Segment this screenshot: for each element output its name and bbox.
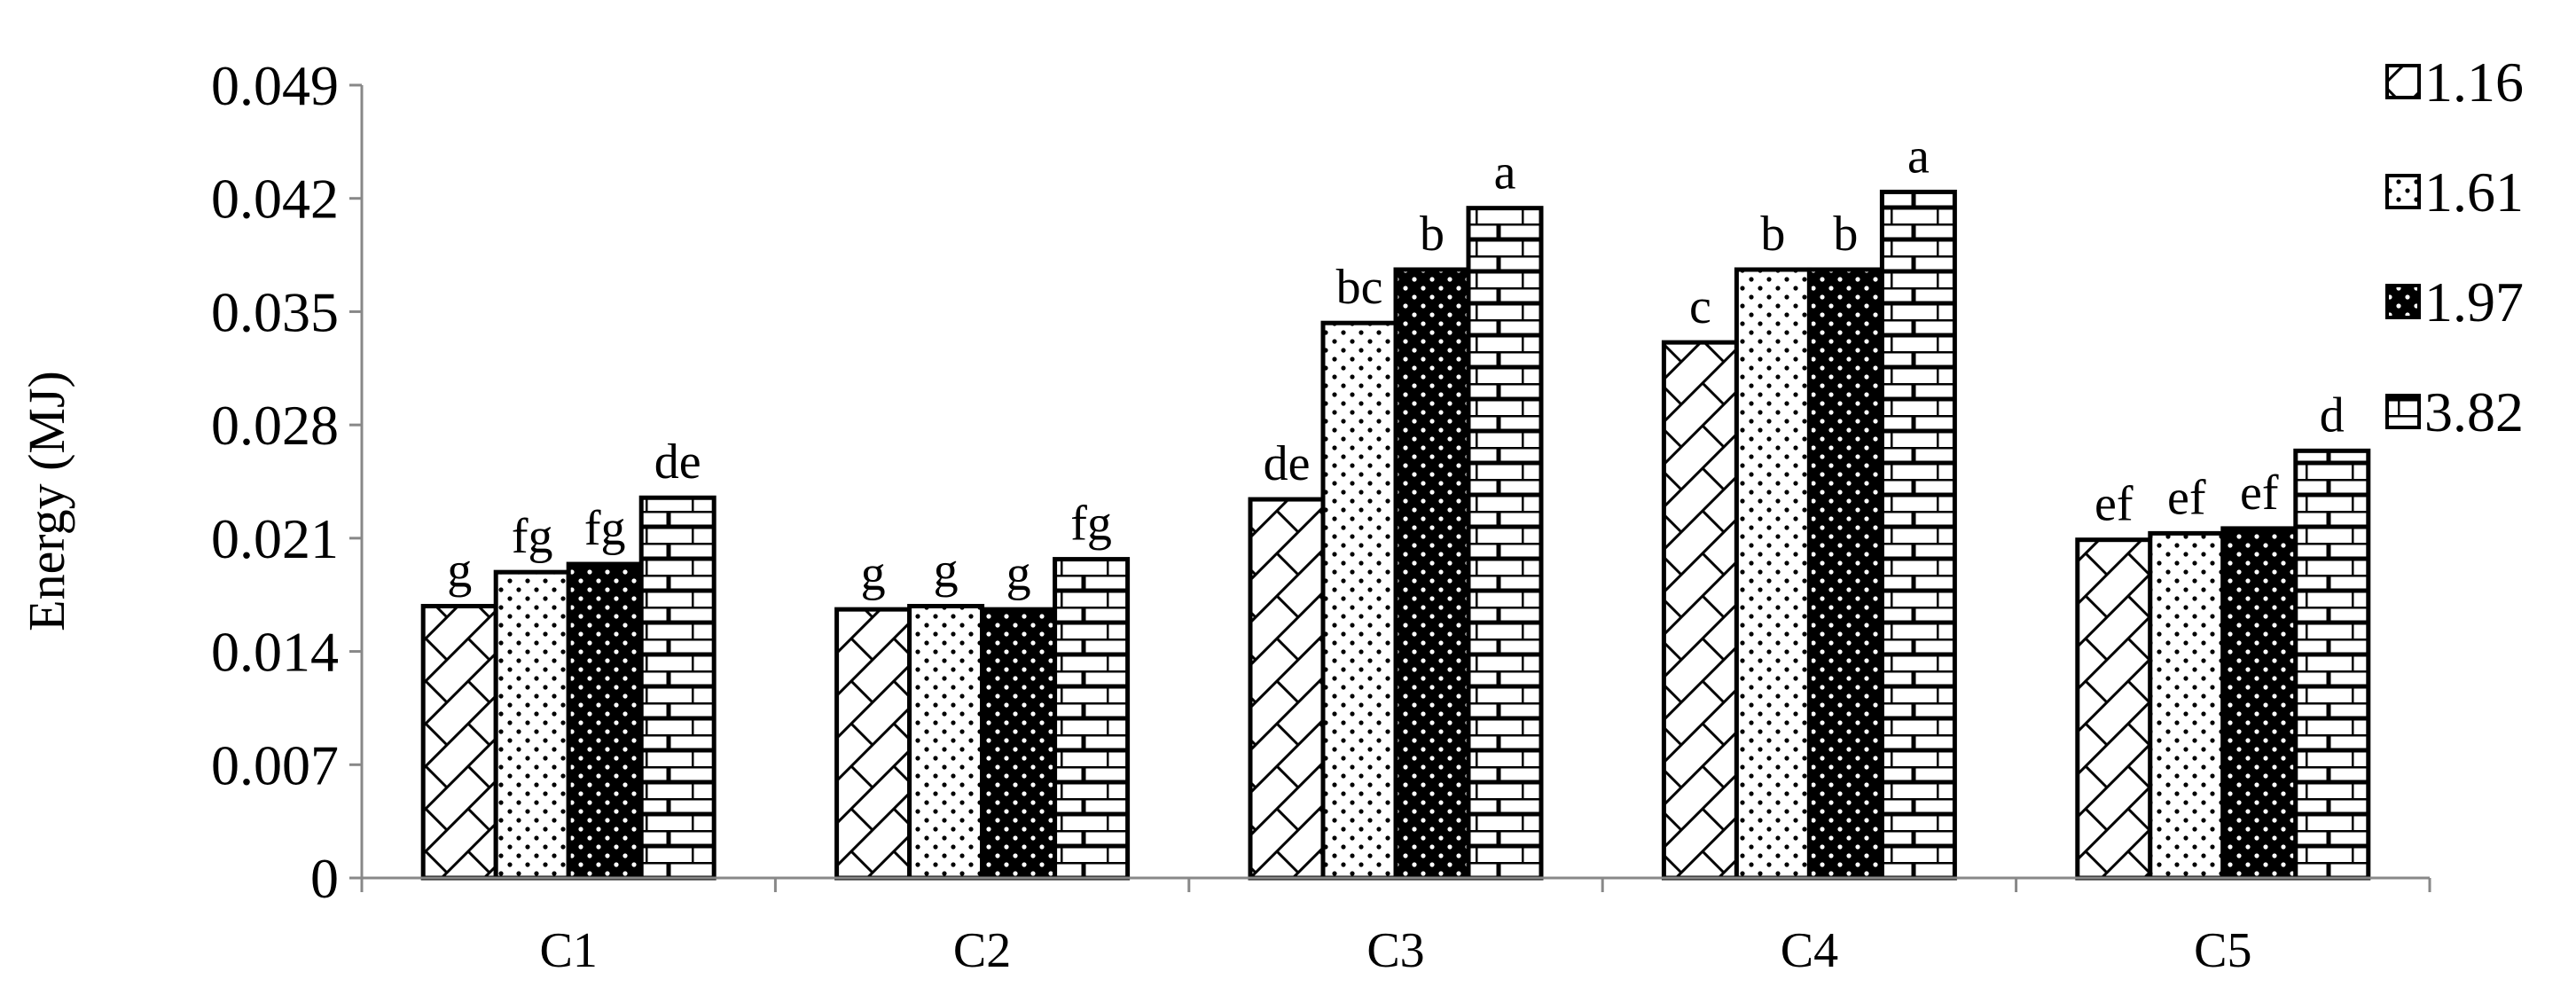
bar xyxy=(1806,267,1884,881)
bar-label: fg xyxy=(1070,497,1112,552)
bar-label: fg xyxy=(512,509,553,564)
y-tick-label: 0.028 xyxy=(211,394,339,457)
legend-swatch xyxy=(2385,284,2421,319)
bar xyxy=(980,607,1058,881)
bar xyxy=(2220,526,2298,881)
bar-label: fg xyxy=(584,501,626,556)
bar-label: ef xyxy=(2167,470,2206,525)
bar xyxy=(1734,267,1812,881)
x-category-label: C1 xyxy=(540,923,598,978)
bar-groups xyxy=(420,189,2371,881)
legend-swatch xyxy=(2385,394,2421,429)
bar-label: b xyxy=(1833,207,1858,262)
legend: 1.16 1.61 1.97 3.82 xyxy=(2385,51,2524,443)
bar-label: ef xyxy=(2240,466,2279,521)
x-category-label: C4 xyxy=(1781,923,1838,978)
bar xyxy=(1248,497,1326,881)
legend-label: 1.16 xyxy=(2424,51,2524,114)
bar xyxy=(1053,557,1131,881)
legend-label: 1.97 xyxy=(2424,270,2524,333)
y-tick-label: 0.014 xyxy=(211,621,339,684)
y-axis-title: Energy (MJ) xyxy=(18,371,75,631)
bar xyxy=(493,569,571,881)
y-tick-label: 0.049 xyxy=(211,54,339,117)
bar xyxy=(638,495,716,881)
bar-label: b xyxy=(1420,207,1445,262)
bar xyxy=(1879,189,1957,881)
bar-label: de xyxy=(654,435,701,490)
bar xyxy=(907,603,985,881)
bar xyxy=(1466,206,1544,881)
bar-label: g xyxy=(861,546,886,601)
y-tick-label: 0.035 xyxy=(211,280,339,343)
y-axis: 0 0.007 0.014 0.021 0.028 0.035 0.042 0.049 xyxy=(211,54,364,910)
bar-label: de xyxy=(1264,436,1311,491)
bar-label: g xyxy=(1006,546,1031,601)
y-tick-label: 0.042 xyxy=(211,168,339,231)
legend-swatch xyxy=(2385,64,2421,99)
bar xyxy=(2075,537,2153,881)
bar xyxy=(1320,320,1398,881)
y-tick-label: 0 xyxy=(310,847,339,910)
bar xyxy=(566,561,644,881)
legend-label: 1.61 xyxy=(2424,161,2524,223)
bar-label: ef xyxy=(2094,477,2134,532)
bar xyxy=(834,607,912,881)
bar xyxy=(2293,448,2371,881)
bar-label: g xyxy=(447,543,472,598)
bar-label: bc xyxy=(1336,260,1383,315)
legend-swatch xyxy=(2385,174,2421,209)
bar xyxy=(1661,340,1739,881)
bar-label: a xyxy=(1494,145,1516,200)
y-tick-label: 0.021 xyxy=(211,507,339,570)
x-category-label: C3 xyxy=(1366,923,1424,978)
bar xyxy=(1393,267,1471,881)
bar xyxy=(2148,530,2226,881)
bar-label: b xyxy=(1760,207,1785,262)
bar-label: g xyxy=(934,543,959,598)
x-category-label: C5 xyxy=(2194,923,2251,978)
bar xyxy=(420,603,498,881)
bar-label: c xyxy=(1689,279,1711,334)
x-category-label: C2 xyxy=(953,923,1011,978)
bar-label: a xyxy=(1907,129,1930,184)
x-axis: C1 C2 C3 C4 C5 xyxy=(360,876,2431,978)
legend-label: 3.82 xyxy=(2424,380,2524,443)
y-tick-label: 0.007 xyxy=(211,733,339,796)
bar-label: d xyxy=(2320,388,2345,443)
